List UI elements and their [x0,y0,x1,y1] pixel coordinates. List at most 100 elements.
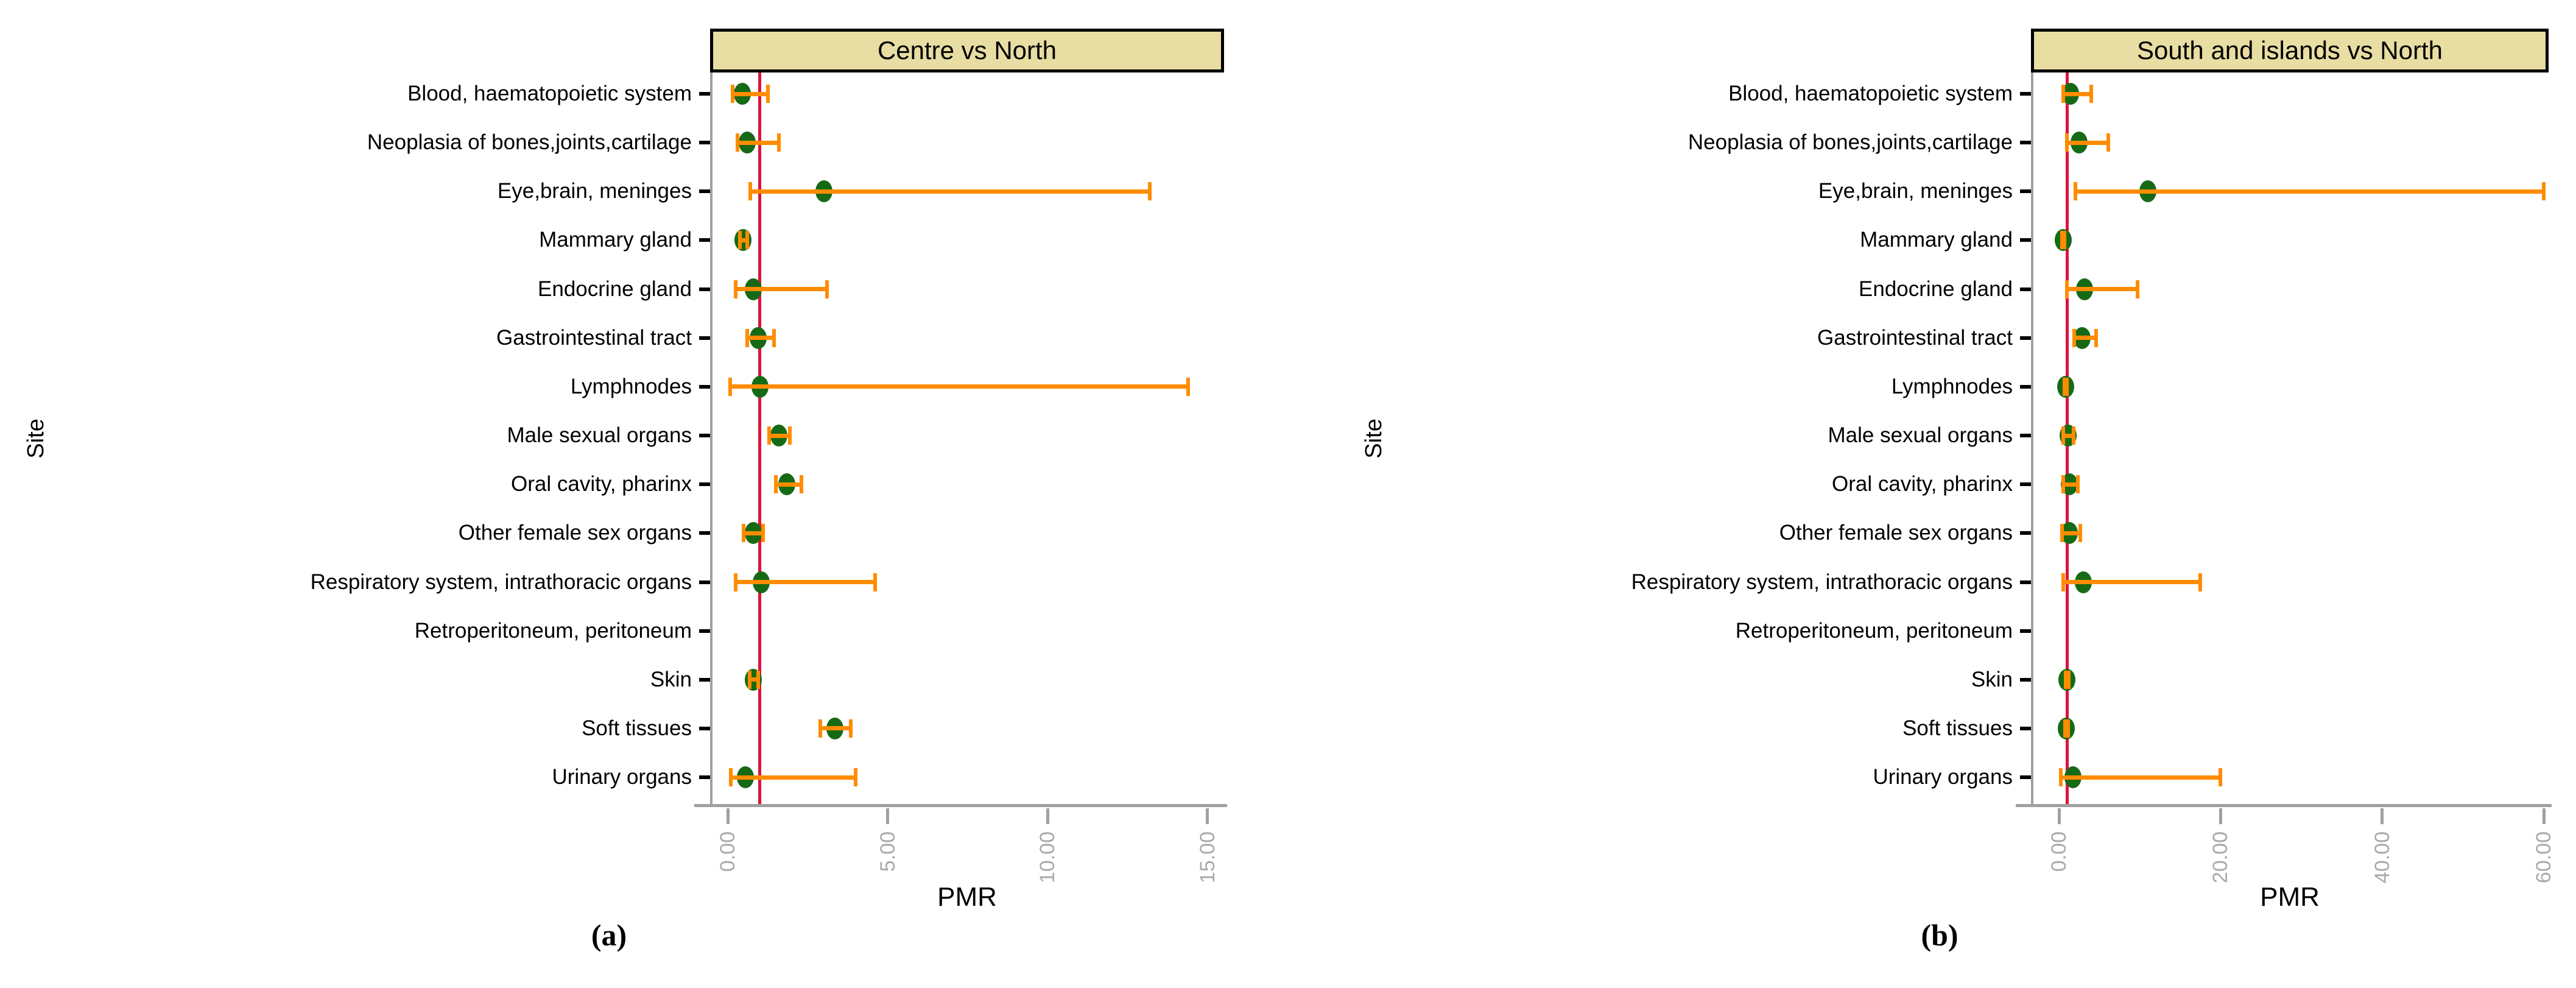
error-bar [2063,433,2074,438]
panel-b-x-axis-line [2016,804,2552,807]
category-label: Lymphnodes [1891,374,2013,398]
y-tick [699,92,710,96]
y-tick [699,531,710,535]
error-bar-cap-high [825,280,829,298]
error-bar-cap-high [2542,182,2546,201]
error-bar [747,336,775,341]
y-tick [699,238,710,242]
x-tick [1046,808,1049,824]
category-label: Retroperitoneum, peritoneum [414,618,692,643]
y-tick [2020,141,2031,145]
error-bar [769,433,790,438]
error-bar-cap-high [2078,524,2082,543]
category-label: Mammary gland [539,228,692,252]
y-tick [699,287,710,291]
error-bar-cap-high [873,573,877,591]
error-bar-cap-high [2135,280,2139,298]
x-tick-label: 0.00 [2047,831,2071,872]
y-tick [699,384,710,389]
x-tick-label: 20.00 [2209,831,2233,884]
error-bar-cap-low [728,377,733,396]
category-label: Blood, haematopoietic system [1728,82,2013,105]
category-label: Lymphnodes [570,374,692,398]
category-label: Mammary gland [1860,228,2013,252]
category-label: Blood, haematopoietic system [407,82,692,105]
error-bar-cap-low [2062,377,2066,396]
error-bar-cap-high [2094,328,2099,347]
category-label: Respiratory system, intrathoracic organs [1631,570,2013,594]
error-bar [2075,189,2544,194]
category-label: Neoplasia of bones,joints,cartilage [1687,130,2013,155]
x-tick [2381,808,2384,824]
error-bar [820,726,851,731]
error-bar-cap-high [854,768,857,787]
category-label: Soft tissues [1902,716,2013,740]
reference-line [758,72,761,804]
error-bar-cap-high [1186,377,1190,396]
error-bar [737,140,779,145]
error-bar-cap-low [734,573,738,591]
error-bar-cap-high [2198,573,2203,591]
category-label: Eye,brain, meninges [1818,179,2013,203]
subfigure-caption-b: (b) [1921,918,1958,952]
error-bar [732,91,768,96]
y-tick [699,434,710,438]
y-tick [2020,775,2031,780]
error-bar-cap-low [735,133,739,152]
error-bar-cap-high [2075,475,2080,494]
y-tick [699,580,710,584]
y-tick [699,726,710,730]
error-bar-cap-low [2063,719,2067,738]
error-bar-cap-high [756,670,760,689]
error-bar [736,580,875,584]
error-bar-cap-low [2072,328,2077,347]
error-bar-cap-high [849,719,853,738]
error-bar-cap-high [2066,670,2071,689]
error-bar [731,775,856,780]
x-tick-label: 10.00 [1036,831,1059,884]
error-bar-cap-low [2065,280,2069,298]
error-bar-cap-low [767,426,772,445]
error-bar-cap-low [730,85,734,103]
error-bar-cap-high [777,133,781,152]
error-bar-cap-high [2089,85,2094,103]
x-tick-label: 5.00 [876,831,899,872]
error-bar-cap-low [773,475,778,494]
x-tick [726,808,730,824]
error-bar-cap-low [2061,85,2065,103]
error-bar-cap-low [748,182,752,201]
y-tick [699,336,710,340]
error-bar [2074,336,2097,341]
error-bar [744,531,763,535]
x-tick-label: 60.00 [2532,831,2556,884]
category-label: Eye,brain, meninges [497,179,692,203]
y-tick [2020,580,2031,584]
y-tick [699,775,710,780]
y-tick [699,482,710,487]
y-tick [2020,92,2031,96]
error-bar-cap-low [2059,768,2063,787]
y-tick [699,141,710,145]
error-bar-cap-high [2065,377,2069,396]
panel-a-x-axis-title: PMR [937,882,997,912]
error-bar-cap-low [734,280,738,298]
error-bar [2062,531,2080,535]
category-label: Oral cavity, pharinx [511,472,692,496]
y-tick [2020,482,2031,487]
y-tick [699,189,710,194]
category-label: Endocrine gland [1859,277,2013,301]
error-bar-cap-high [761,524,765,543]
y-tick [2020,238,2031,242]
category-label: Endocrine gland [538,277,692,301]
error-bar-cap-low [818,719,823,738]
error-bar [2063,482,2078,487]
category-label: Gastrointestinal tract [496,325,692,350]
category-label: Soft tissues [582,716,692,740]
panel-a-x-axis-line [694,804,1227,807]
error-bar [2061,775,2221,780]
error-bar-cap-high [788,426,792,445]
y-tick [2020,726,2031,730]
error-bar-cap-low [745,328,749,347]
category-label: Gastrointestinal tract [1817,325,2013,350]
